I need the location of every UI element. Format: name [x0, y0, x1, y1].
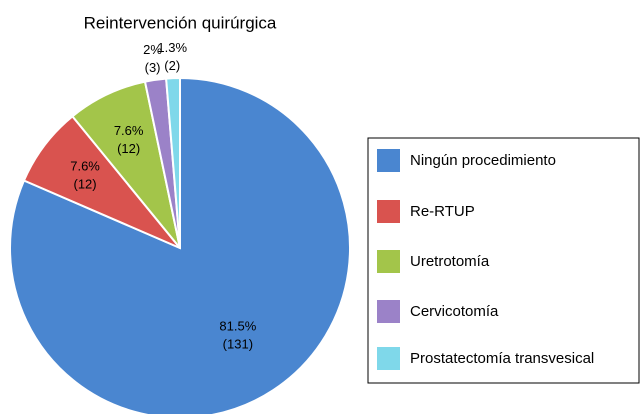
data-label-count: (12) — [73, 177, 96, 192]
data-label-count: (12) — [117, 141, 140, 156]
legend-swatch — [377, 300, 400, 323]
legend-box — [367, 137, 640, 384]
data-label-count: (131) — [223, 337, 253, 352]
data-label-count: (2) — [164, 58, 180, 73]
legend-swatch — [377, 347, 400, 370]
data-label: 2% — [143, 42, 162, 57]
legend-label: Prostatectomía transvesical — [410, 350, 594, 367]
legend-label: Uretrotomía — [410, 253, 490, 270]
data-label: 7.6% — [70, 159, 100, 174]
data-label: 1.3% — [157, 40, 187, 55]
legend-swatch — [377, 200, 400, 223]
pie-slice — [165, 76, 181, 249]
legend-label: Re-RTUP — [410, 203, 475, 220]
legend-label: Cervicotomía — [410, 303, 499, 320]
data-label-count: (3) — [145, 60, 161, 75]
legend-label: Ningún procedimiento — [410, 152, 556, 169]
legend-swatch — [377, 250, 400, 273]
data-label: 81.5% — [219, 319, 256, 334]
data-label: 7.6% — [114, 123, 144, 138]
legend-swatch — [377, 149, 400, 172]
chart-title: Reintervención quirúrgica — [84, 13, 277, 32]
